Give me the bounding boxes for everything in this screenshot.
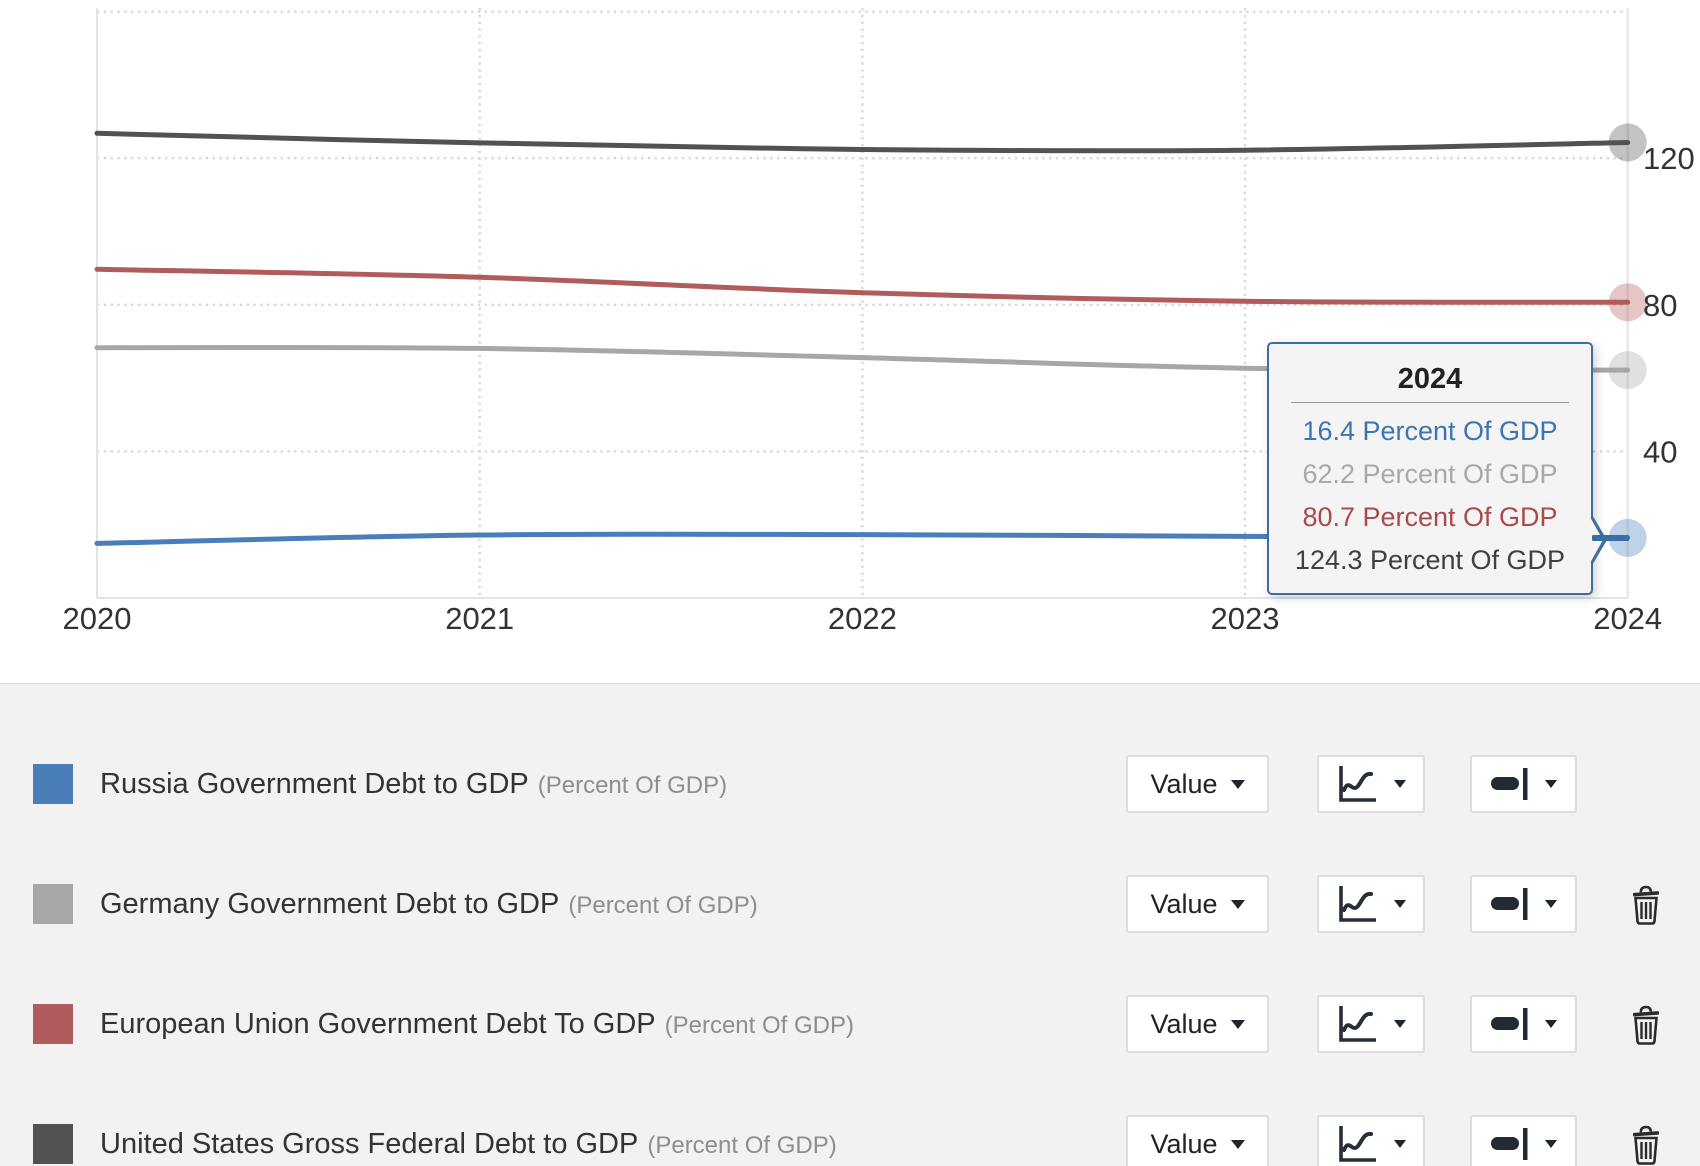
- y-axis-tick-label: 120: [1643, 141, 1695, 176]
- legend-row: Germany Government Debt to GDP (Percent O…: [0, 874, 1700, 934]
- trash-icon: [1632, 885, 1660, 925]
- caret-down-icon: [1545, 1020, 1557, 1028]
- value-dropdown-button[interactable]: Value: [1126, 755, 1269, 813]
- series-end-marker-1: [1608, 283, 1647, 322]
- line-style-icon: [1491, 1128, 1528, 1160]
- chart-type-dropdown-button[interactable]: [1317, 1115, 1425, 1166]
- line-style-icon: [1491, 1008, 1528, 1040]
- value-dropdown-button[interactable]: Value: [1126, 995, 1269, 1053]
- series-line-0: [94, 130, 1631, 154]
- tooltip-value-row: 62.2 Percent Of GDP: [1302, 459, 1558, 489]
- caret-down-icon: [1230, 1139, 1245, 1149]
- line-chart-type-icon: [1339, 766, 1376, 802]
- series-label: Russia Government Debt to GDP (Percent Of…: [100, 754, 727, 814]
- caret-down-icon: [1394, 780, 1406, 788]
- caret-down-icon: [1545, 900, 1557, 908]
- caret-down-icon: [1545, 780, 1557, 788]
- series-end-marker-2: [1608, 351, 1647, 390]
- line-style-dropdown-button[interactable]: [1470, 995, 1577, 1053]
- value-dropdown-label: Value: [1150, 768, 1218, 799]
- delete-series-button[interactable]: [1629, 1004, 1663, 1046]
- legend-row: United States Gross Federal Debt to GDP (…: [0, 1114, 1700, 1166]
- series-label: Germany Government Debt to GDP (Percent O…: [100, 874, 758, 934]
- series-name: United States Gross Federal Debt to GDP: [100, 1128, 639, 1160]
- series-label: United States Gross Federal Debt to GDP (…: [100, 1114, 837, 1166]
- tooltip-value-row: 16.4 Percent Of GDP: [1302, 416, 1558, 446]
- y-axis-tick-label: 80: [1643, 288, 1677, 323]
- caret-down-icon: [1545, 1140, 1557, 1148]
- series-unit: (Percent Of GDP): [568, 892, 758, 919]
- tooltip-separator: [1291, 402, 1569, 403]
- chart-type-dropdown-button[interactable]: [1317, 875, 1425, 933]
- legend-row: Russia Government Debt to GDP (Percent Of…: [0, 754, 1700, 814]
- chart-tooltip: 2024 16.4 Percent Of GDP 62.2 Percent Of …: [1267, 342, 1607, 595]
- chart-type-dropdown-button[interactable]: [1317, 995, 1425, 1053]
- value-dropdown-label: Value: [1150, 1128, 1218, 1159]
- delete-series-button[interactable]: [1629, 884, 1663, 926]
- y-axis-tick-label: 40: [1643, 434, 1677, 469]
- x-axis-tick-label: 2021: [445, 601, 514, 636]
- series-color-swatch: [33, 764, 73, 804]
- x-axis-tick-label: 2020: [63, 601, 132, 636]
- line-chart-type-icon: [1339, 1126, 1376, 1162]
- line-chart-type-icon: [1339, 886, 1376, 922]
- caret-down-icon: [1230, 899, 1245, 909]
- value-dropdown-label: Value: [1150, 888, 1218, 919]
- line-style-icon: [1491, 768, 1528, 800]
- line-style-dropdown-button[interactable]: [1470, 1115, 1577, 1166]
- caret-down-icon: [1230, 779, 1245, 789]
- series-unit: (Percent Of GDP): [537, 772, 728, 799]
- series-end-marker-0: [1608, 123, 1647, 162]
- tooltip-value-row: 124.3 Percent Of GDP: [1294, 545, 1566, 575]
- line-chart-type-icon: [1339, 1006, 1376, 1042]
- trash-icon: [1632, 1125, 1660, 1165]
- trash-icon: [1632, 1005, 1660, 1045]
- x-axis-tick-label: 2024: [1593, 601, 1662, 636]
- series-unit: (Percent Of GDP): [647, 1132, 837, 1159]
- tooltip-value-row: 80.7 Percent Of GDP: [1302, 502, 1558, 532]
- series-color-swatch: [33, 1004, 73, 1044]
- x-axis-tick-label: 2023: [1211, 601, 1280, 636]
- legend-row: European Union Government Debt To GDP (Pe…: [0, 994, 1700, 1054]
- series-color-swatch: [33, 1124, 73, 1164]
- series-name: European Union Government Debt To GDP: [100, 1008, 656, 1040]
- caret-down-icon: [1394, 900, 1406, 908]
- x-axis-tick-label: 2022: [828, 601, 897, 636]
- series-label: European Union Government Debt To GDP (Pe…: [100, 994, 854, 1054]
- tooltip-year-title: 2024: [1397, 363, 1463, 395]
- delete-series-button[interactable]: [1629, 1124, 1663, 1166]
- series-name: Germany Government Debt to GDP: [100, 888, 560, 920]
- series-legend-panel: Russia Government Debt to GDP (Percent Of…: [0, 683, 1700, 1166]
- hovered-point-connector: [1592, 535, 1629, 541]
- series-color-swatch: [33, 884, 73, 924]
- caret-down-icon: [1394, 1140, 1406, 1148]
- line-style-icon: [1491, 888, 1528, 920]
- value-dropdown-label: Value: [1150, 1008, 1218, 1039]
- line-style-dropdown-button[interactable]: [1470, 755, 1577, 813]
- caret-down-icon: [1230, 1019, 1245, 1029]
- line-style-dropdown-button[interactable]: [1470, 875, 1577, 933]
- series-unit: (Percent Of GDP): [664, 1012, 854, 1039]
- series-name: Russia Government Debt to GDP: [100, 768, 529, 800]
- caret-down-icon: [1394, 1020, 1406, 1028]
- series-line-1: [94, 266, 1631, 305]
- value-dropdown-button[interactable]: Value: [1126, 875, 1269, 933]
- value-dropdown-button[interactable]: Value: [1126, 1115, 1269, 1166]
- chart-type-dropdown-button[interactable]: [1317, 755, 1425, 813]
